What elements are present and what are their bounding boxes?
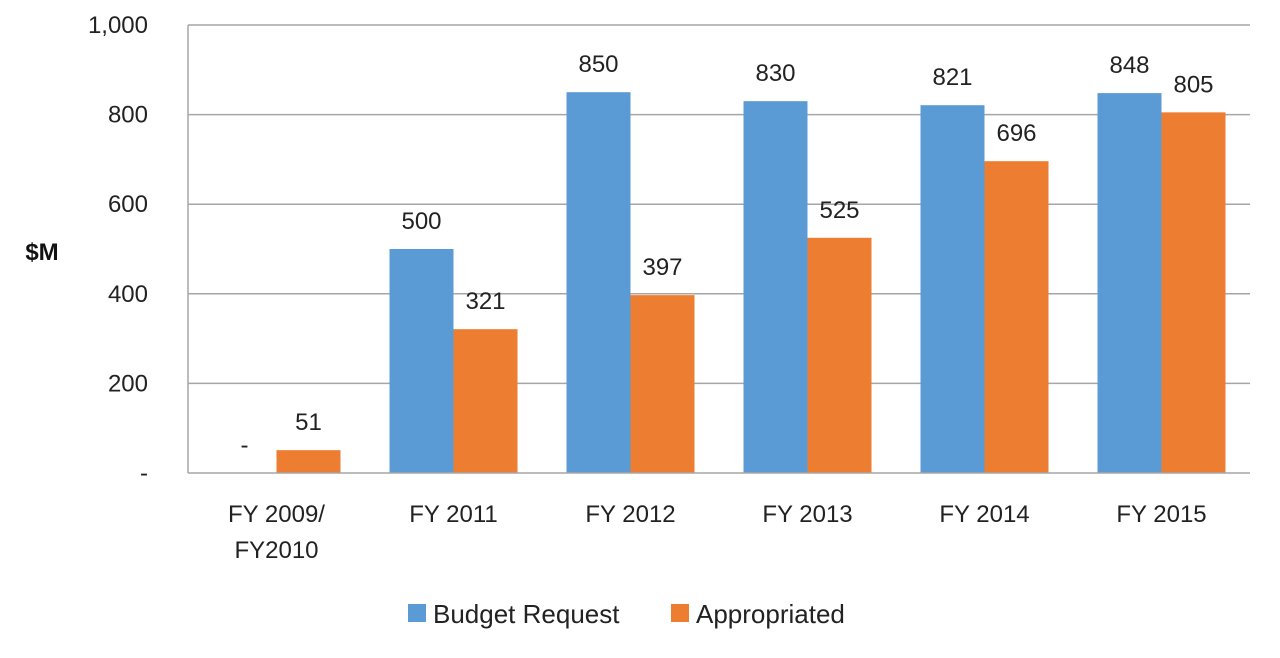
bar-appropriated (984, 161, 1049, 473)
data-labels: - 51 500 321 850 397 830 525 821 696 848 805 (241, 51, 1214, 459)
data-label: 821 (932, 64, 972, 91)
bar-appropriated (630, 295, 695, 473)
bar-appropriated (453, 329, 518, 473)
data-label: 696 (996, 120, 1036, 147)
y-axis-label: $M (25, 239, 58, 266)
data-label: 321 (465, 288, 505, 315)
legend-label: Budget Request (433, 599, 620, 629)
y-tick-label: 600 (108, 191, 148, 218)
legend-swatch (408, 604, 426, 622)
y-tick-label: 1,000 (88, 12, 148, 39)
bar-budget-request (920, 105, 985, 473)
x-tick-label: FY 2015 (1116, 501, 1206, 528)
x-tick-label: FY 2014 (939, 501, 1029, 528)
data-label: 500 (401, 208, 441, 235)
bar-budget-request (389, 249, 454, 473)
x-tick-label: FY 2011 (409, 501, 498, 528)
data-label: - (241, 432, 249, 459)
bar-appropriated (276, 450, 341, 473)
data-label: 805 (1173, 71, 1213, 98)
data-label: 397 (642, 254, 682, 281)
x-tick-label: FY 2013 (762, 501, 852, 528)
data-label: 850 (578, 51, 618, 78)
data-label: 830 (755, 60, 795, 87)
legend: Budget Request Appropriated (408, 599, 845, 629)
x-tick-label: FY 2009/FY2010 (228, 501, 325, 564)
bar-budget-request (743, 101, 808, 473)
data-label: 848 (1109, 52, 1149, 79)
axes: - 200 400 600 800 1,000 FY 2009/FY2010 FY 2011 F… (88, 12, 1250, 564)
bar-appropriated (1161, 112, 1226, 474)
legend-swatch (671, 604, 689, 622)
x-tick-label: FY 2012 (585, 501, 675, 528)
gridlines (188, 24, 1250, 385)
bar-budget-request (1097, 93, 1162, 473)
y-tick-label: - (140, 460, 148, 487)
y-tick-label: 800 (108, 102, 148, 129)
bars (276, 92, 1226, 474)
bar-appropriated (807, 237, 872, 473)
y-tick-label: 400 (108, 281, 148, 308)
bar-budget-request (566, 92, 631, 473)
legend-label: Appropriated (696, 599, 845, 629)
data-label: 51 (295, 409, 322, 436)
y-tick-label: 200 (108, 370, 148, 397)
data-label: 525 (819, 197, 859, 224)
